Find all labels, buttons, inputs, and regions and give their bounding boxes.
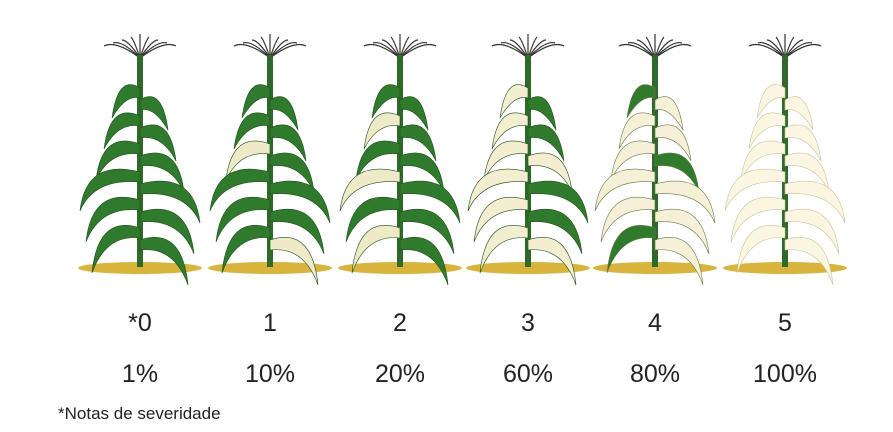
leaf xyxy=(269,208,325,255)
leaf xyxy=(491,112,529,150)
severity-percent: 60% xyxy=(503,360,553,388)
leaf xyxy=(654,124,692,162)
leaf xyxy=(345,196,401,243)
leaf xyxy=(654,180,716,224)
leaf xyxy=(654,208,710,255)
leaf xyxy=(209,168,271,212)
leaf xyxy=(91,225,141,274)
leaf xyxy=(85,196,141,243)
tassel xyxy=(399,43,437,59)
leaf xyxy=(139,96,169,131)
leaf xyxy=(730,196,786,243)
severity-score: 1 xyxy=(263,309,277,337)
leaf xyxy=(654,237,704,286)
tassel xyxy=(618,43,656,59)
leaf xyxy=(499,84,529,119)
severity-score: 3 xyxy=(521,309,535,337)
leaf xyxy=(399,237,449,286)
leaf xyxy=(139,180,201,224)
leaf xyxy=(626,84,656,119)
leaf xyxy=(618,112,656,150)
tassel xyxy=(748,43,786,59)
leaf xyxy=(594,168,656,212)
leaf xyxy=(606,225,656,274)
leaf xyxy=(339,168,401,212)
ground xyxy=(338,262,462,274)
leaf xyxy=(784,208,840,255)
leaf xyxy=(363,112,401,150)
tassel xyxy=(784,43,822,59)
plant xyxy=(723,34,847,286)
leaf xyxy=(527,96,557,131)
leaf xyxy=(371,84,401,119)
leaf xyxy=(221,225,271,274)
leaf xyxy=(467,168,529,212)
severity-percent: 10% xyxy=(245,360,295,388)
leaf xyxy=(399,96,429,131)
tassel xyxy=(269,43,307,59)
leaf xyxy=(756,84,786,119)
leaf xyxy=(724,168,786,212)
plant xyxy=(338,34,462,286)
ground xyxy=(78,262,202,274)
severity-percent: 20% xyxy=(375,360,425,388)
tassel xyxy=(233,43,271,59)
leaf xyxy=(399,124,437,162)
leaf xyxy=(527,237,577,286)
tassel xyxy=(103,43,141,59)
leaf xyxy=(784,96,814,131)
leaf xyxy=(784,180,846,224)
leaf xyxy=(600,196,656,243)
ground xyxy=(466,262,590,274)
plant xyxy=(593,34,717,286)
leaf xyxy=(784,237,834,286)
tassel xyxy=(139,43,177,59)
leaf xyxy=(654,96,684,131)
leaf xyxy=(748,112,786,150)
leaf xyxy=(241,84,271,119)
leaf xyxy=(269,124,307,162)
severity-score: 4 xyxy=(648,309,662,337)
plant xyxy=(466,34,590,286)
leaf xyxy=(139,237,189,286)
leaf xyxy=(479,225,529,274)
leaf xyxy=(233,112,271,150)
tassel xyxy=(491,43,529,59)
leaf xyxy=(139,208,195,255)
leaf xyxy=(736,225,786,274)
leaf xyxy=(269,180,331,224)
leaf xyxy=(527,208,583,255)
leaf xyxy=(399,208,455,255)
leaf xyxy=(527,124,565,162)
leaf xyxy=(269,237,319,286)
leaf xyxy=(215,196,271,243)
leaf xyxy=(269,96,299,131)
ground xyxy=(723,262,847,274)
severity-percent: 100% xyxy=(753,360,817,388)
tassel xyxy=(527,43,565,59)
footnote: *Notas de severidade xyxy=(58,404,221,423)
leaf xyxy=(139,124,177,162)
ground xyxy=(208,262,332,274)
ground xyxy=(593,262,717,274)
leaf xyxy=(351,225,401,274)
leaf xyxy=(527,180,589,224)
leaf xyxy=(79,168,141,212)
leaf xyxy=(103,112,141,150)
leaf xyxy=(111,84,141,119)
severity-score: *0 xyxy=(128,309,152,337)
plant xyxy=(208,34,332,286)
severity-percent: 80% xyxy=(630,360,680,388)
severity-score: 5 xyxy=(778,309,792,337)
leaf xyxy=(784,124,822,162)
leaf xyxy=(473,196,529,243)
severity-percent: 1% xyxy=(122,360,158,388)
tassel xyxy=(363,43,401,59)
severity-score: 2 xyxy=(393,309,407,337)
leaf xyxy=(399,180,461,224)
plant xyxy=(78,34,202,286)
tassel xyxy=(654,43,692,59)
